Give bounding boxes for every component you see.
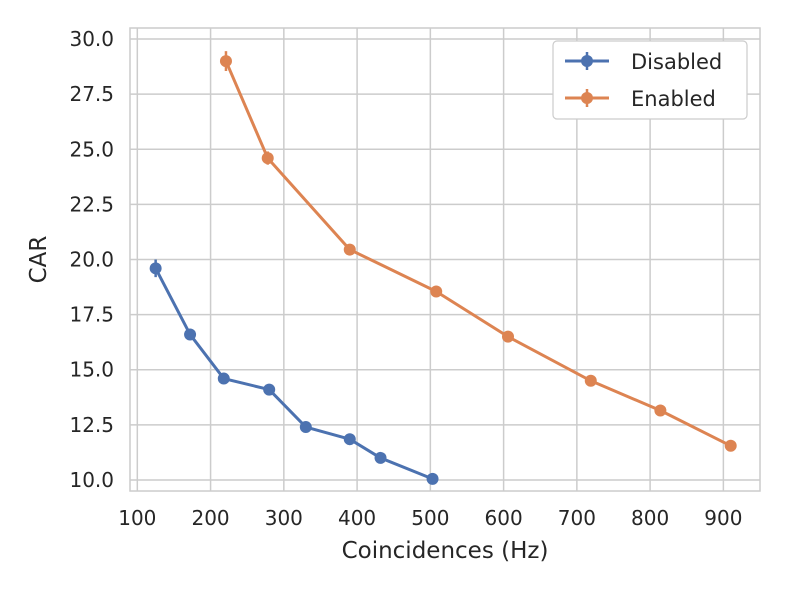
x-tick-label: 100 — [118, 506, 156, 530]
series-layer — [149, 51, 737, 485]
y-axis-label: CAR — [26, 236, 52, 284]
y-tick-label: 17.5 — [69, 303, 114, 327]
x-tick-label: 200 — [191, 506, 229, 530]
legend-swatch-marker — [581, 92, 593, 104]
data-point — [217, 372, 230, 385]
y-tick-label: 20.0 — [69, 248, 114, 272]
legend-label: Enabled — [631, 87, 716, 111]
data-point — [219, 55, 232, 68]
x-axis-ticks: 100 200 300 400 500 600 700 800 900 — [118, 506, 742, 530]
legend-swatch-marker — [581, 55, 593, 67]
x-tick-label: 900 — [704, 506, 742, 530]
data-point — [299, 421, 312, 434]
y-tick-label: 30.0 — [69, 27, 114, 51]
y-tick-label: 15.0 — [69, 358, 114, 382]
x-tick-label: 700 — [558, 506, 596, 530]
plot-area-frame — [129, 27, 761, 492]
y-tick-label: 25.0 — [69, 137, 114, 161]
data-point — [263, 383, 276, 396]
x-tick-label: 300 — [265, 506, 303, 530]
series-line — [224, 60, 732, 448]
data-point — [374, 451, 387, 464]
data-point — [724, 439, 737, 452]
y-axis-ticks: 10.0 12.5 15.0 17.5 20.0 22.5 25.0 27.5 30.0 — [69, 27, 114, 492]
data-point — [584, 374, 597, 387]
x-tick-label: 800 — [631, 506, 669, 530]
y-tick-label: 10.0 — [69, 468, 114, 492]
series-line — [154, 267, 434, 481]
legend-entry: Enabled — [565, 87, 716, 111]
y-tick-label: 22.5 — [69, 192, 114, 216]
legend-label: Disabled — [631, 50, 722, 74]
data-point — [430, 285, 443, 298]
data-point — [149, 262, 162, 275]
legend-entry: Disabled — [565, 50, 722, 74]
y-tick-label: 12.5 — [69, 413, 114, 437]
x-tick-label: 600 — [485, 506, 523, 530]
data-point — [426, 472, 439, 485]
y-tick-label: 27.5 — [69, 82, 114, 106]
legend-entries: Disabled Enabled — [565, 50, 722, 111]
x-tick-label: 400 — [338, 506, 376, 530]
x-axis-label: Coincidences (Hz) — [342, 538, 549, 564]
data-point — [261, 152, 274, 165]
series-disabled — [149, 259, 439, 485]
data-point — [184, 328, 197, 341]
data-point — [502, 330, 514, 343]
data-point — [343, 433, 356, 446]
x-tick-label: 500 — [411, 506, 449, 530]
data-point — [343, 243, 356, 256]
series-enabled — [219, 51, 737, 452]
data-point — [654, 404, 667, 417]
legend: Disabled Enabled — [552, 40, 748, 120]
